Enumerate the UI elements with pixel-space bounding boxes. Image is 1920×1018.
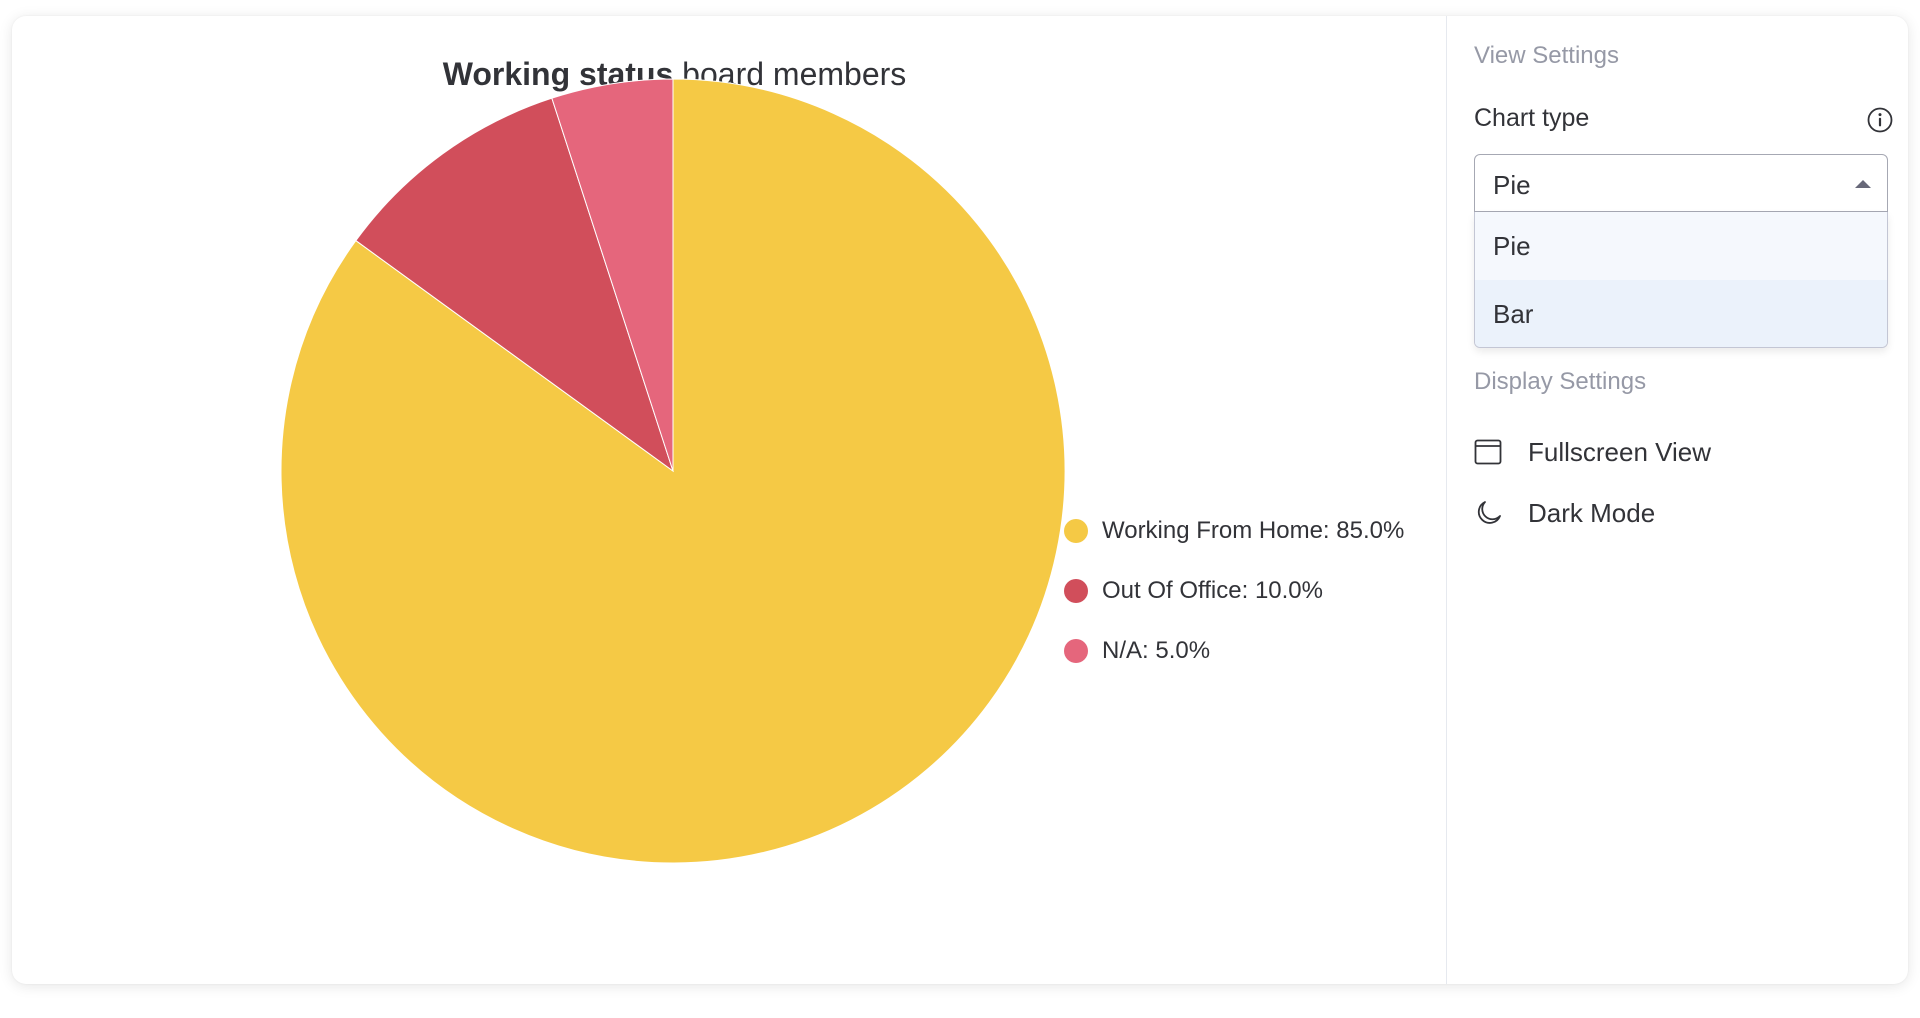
moon-icon	[1477, 501, 1501, 524]
pie-slice-n-a[interactable]	[551, 78, 674, 472]
chart-widget-card: Working status board members Working Fro…	[12, 16, 1908, 984]
fullscreen-view-label: Fullscreen View	[1528, 436, 1712, 467]
legend-item-na[interactable]: N/A: 5.0%	[1064, 636, 1404, 666]
caret-up-icon	[1855, 180, 1871, 188]
panel-divider	[1446, 16, 1447, 984]
chart-type-dropdown-menu: Pie Bar	[1474, 212, 1888, 348]
legend-label: N/A: 5.0%	[1102, 637, 1211, 664]
fullscreen-view-toggle[interactable]: Fullscreen View	[1474, 432, 1711, 472]
settings-panel: View Settings Chart type Pie Pie Bar Dis…	[1474, 16, 1894, 984]
view-settings-title: View Settings	[1474, 42, 1619, 69]
legend-item-working-from-home[interactable]: Working From Home: 85.0%	[1064, 516, 1404, 546]
legend-label: Working From Home: 85.0%	[1102, 517, 1405, 544]
legend-dot-out-of-office	[1064, 579, 1088, 603]
dark-mode-label: Dark Mode	[1528, 497, 1656, 528]
chart-type-selected-value: Pie	[1493, 170, 1531, 200]
pie-slice-out-of-office[interactable]	[355, 97, 674, 473]
legend-dot-working-from-home	[1064, 519, 1088, 543]
chart-type-label: Chart type	[1474, 104, 1590, 132]
dark-mode-toggle[interactable]: Dark Mode	[1474, 493, 1655, 533]
chart-title: Working status board members	[12, 56, 1337, 93]
info-icon[interactable]	[1866, 106, 1894, 134]
window-icon	[1474, 439, 1502, 465]
chart-type-option-pie[interactable]: Pie	[1475, 212, 1887, 280]
pie-chart	[280, 78, 1066, 864]
chart-type-select[interactable]: Pie	[1474, 154, 1888, 212]
chart-area: Working status board members Working Fro…	[12, 16, 1446, 984]
legend-item-out-of-office[interactable]: Out Of Office: 10.0%	[1064, 576, 1404, 606]
chart-type-option-bar[interactable]: Bar	[1475, 280, 1887, 347]
legend-label: Out Of Office: 10.0%	[1102, 577, 1323, 604]
display-settings-title: Display Settings	[1474, 368, 1647, 395]
chart-legend: Working From Home: 85.0% Out Of Office: …	[1064, 516, 1404, 696]
legend-dot-na	[1064, 639, 1088, 663]
